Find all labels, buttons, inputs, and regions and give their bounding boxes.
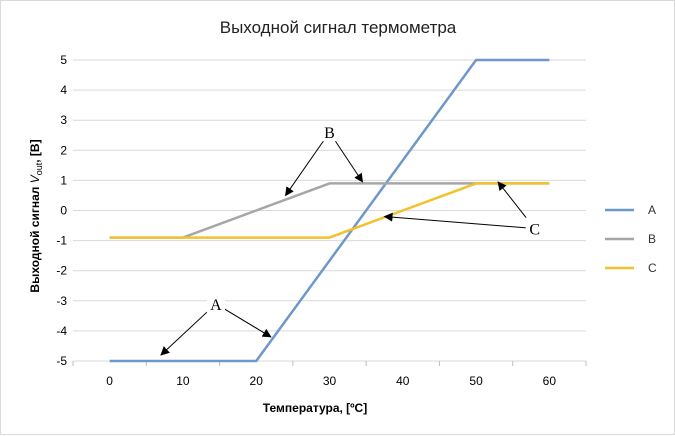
annotation-arrow-a [160, 303, 217, 356]
y-tick-label: -1 [56, 234, 67, 248]
y-tick-label: -3 [56, 294, 67, 308]
x-tick-label: 0 [106, 374, 113, 388]
x-tick-label: 40 [396, 374, 410, 388]
y-tick-label: -4 [56, 324, 67, 338]
y-tick-label: 5 [60, 53, 67, 67]
y-axis-title-var: V [28, 174, 42, 183]
x-tick-label: 60 [543, 374, 557, 388]
legend-label-c: C [648, 261, 657, 275]
x-tick-label: 20 [250, 374, 264, 388]
y-tick-label: 4 [60, 83, 67, 97]
annotation-label-bg [206, 292, 225, 313]
y-tick-label: -2 [56, 264, 67, 278]
x-tick-label: 30 [323, 374, 337, 388]
y-tick-labels: -5 -4 -3 -2 -1 0 1 2 3 4 5 [56, 53, 67, 368]
y-tick-label: 2 [60, 143, 67, 157]
annotation-label-bg [525, 217, 544, 238]
annotation-label-c: C [529, 222, 540, 239]
series-line-c [109, 182, 550, 239]
series-lines [109, 58, 550, 363]
x-tick-label: 50 [469, 374, 483, 388]
y-tick-label: 3 [60, 113, 67, 127]
y-axis-title-main: Выходной сигнал [28, 183, 42, 292]
y-axis-title-sub: out [34, 162, 44, 175]
annotation-label-a: A [210, 297, 222, 314]
annotation-arrow-c [383, 212, 535, 230]
y-tick-label: -5 [56, 354, 67, 368]
gridlines [73, 59, 586, 362]
annotations: A B C [160, 121, 544, 356]
x-axis-title: Температура, [ºC] [263, 401, 367, 415]
annotation-label-b: B [324, 125, 335, 142]
series-line-a [109, 58, 550, 363]
x-tick-label: 10 [176, 374, 190, 388]
y-axis-title: Выходной сигнал Vout, [В] [28, 139, 44, 292]
y-axis-title-unit: , [В] [28, 139, 42, 162]
annotation-label-bg [320, 121, 339, 142]
annotation-arrow-a [215, 303, 272, 338]
legend-label-a: A [648, 203, 656, 217]
chart-title: Выходной сигнал термометра [220, 18, 457, 37]
legend-label-b: B [648, 232, 656, 246]
y-tick-label: 1 [60, 173, 67, 187]
annotation-arrow-b [285, 131, 330, 197]
y-tick-label: 0 [60, 204, 67, 218]
legend: A B C [605, 203, 657, 275]
x-tick-labels: 0 10 20 30 40 50 60 [72, 361, 587, 388]
